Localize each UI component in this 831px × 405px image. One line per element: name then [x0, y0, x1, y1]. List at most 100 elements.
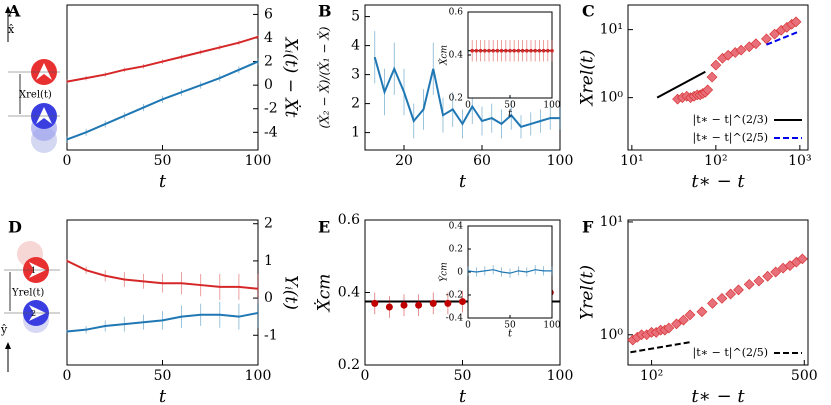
axes-frame [66, 4, 259, 151]
y-axis-label: Yᵢ(t) [281, 275, 301, 310]
panel: 0 50 100 -4 -2 0 2 4 6 t Xᵢ(t) − Ẋt A [7, 2, 302, 193]
data-point [546, 48, 550, 53]
panel: 10¹ 10² 10³ 10⁰ 10¹ t∗ − t Xrel(t) C |t∗ − t|^(2… [578, 2, 812, 193]
x-axis-label: t [508, 329, 513, 340]
y-tick-label: 0 [264, 77, 273, 93]
x-tick-label: 100 [543, 101, 560, 111]
y-tick-label: 0.2 [449, 94, 463, 104]
y-tick-label: 10⁰ [600, 90, 624, 106]
axes-frame [627, 219, 809, 366]
x-tick-label: 100 [245, 153, 272, 169]
y-tick-label: 0 [457, 268, 463, 278]
y-tick-label: 0.6 [338, 212, 360, 228]
data-point [508, 48, 512, 53]
data-point [663, 322, 675, 334]
y-tick-label: 3 [351, 67, 360, 83]
data-point [796, 253, 808, 265]
data-point [725, 288, 736, 300]
x-tick-label: 10¹ [620, 153, 643, 169]
data-point [706, 71, 718, 83]
axis-label: ŷ [0, 323, 8, 336]
data-point [429, 299, 437, 307]
x-tick-label: 100 [547, 368, 574, 384]
data-line [373, 56, 560, 128]
y-tick-label: 2 [351, 96, 360, 112]
y-tick-label: 0.4 [338, 285, 360, 301]
x-axis-label: t [459, 171, 467, 192]
data-point [520, 48, 525, 53]
data-point [444, 299, 452, 307]
data-point [474, 48, 479, 53]
x-tick-label: 100 [245, 368, 272, 384]
data-point [371, 299, 379, 307]
data-point [743, 278, 755, 290]
data-point [385, 303, 393, 311]
data-line [66, 311, 259, 333]
y-tick-label: 0.6 [449, 8, 464, 18]
data-point [537, 48, 542, 53]
panel: 0 50 100 -0.4 -0.2 0 0.2 0.4 t Ẏcm [438, 222, 561, 340]
y-tick-label: 6 [264, 6, 273, 22]
axes-frame [627, 4, 809, 151]
data-point [716, 293, 728, 304]
schematic-top: x̂ Xrel(t) [5, 6, 60, 153]
legend-label: |t∗ − t|^(2/3) [693, 113, 768, 127]
schematic-bottom: 1 2 Yrel(t) ŷ [0, 241, 60, 372]
data-point [684, 309, 696, 321]
data-line [66, 60, 259, 141]
data-point [769, 28, 780, 40]
y-tick-label: -2 [264, 101, 278, 117]
panel-label: E [318, 218, 330, 237]
data-point [790, 16, 802, 28]
y-tick-label: 10¹ [600, 22, 623, 38]
particle-number: 1 [31, 266, 36, 275]
y-tick-label: 10⁰ [600, 327, 624, 343]
distance-label: Xrel(t) [19, 90, 52, 101]
data-line [766, 30, 801, 46]
data-line [467, 269, 552, 274]
y-tick-label: 0.4 [449, 51, 464, 61]
plot-area [628, 220, 808, 365]
x-tick-label: 20 [395, 153, 413, 169]
y-tick-label: 2 [264, 54, 273, 70]
data-line [656, 70, 706, 99]
data-point [541, 48, 546, 53]
y-axis-label: Xrel(t) [578, 50, 598, 108]
x-tick-label: 0 [63, 153, 72, 169]
x-tick-label: 50 [504, 101, 516, 111]
x-tick-label: 50 [154, 153, 172, 169]
panel-label: A [7, 2, 21, 21]
data-point [710, 59, 722, 71]
panel: 0 50 100 0.2 0.4 0.6 t Ẋcm [438, 8, 561, 120]
arrow-glyph [36, 63, 52, 80]
x-tick-label: 50 [154, 368, 172, 384]
panel: 0 50 100 -1 0 1 2 t Yᵢ(t) D [8, 216, 301, 405]
y-tick-label: 1 [351, 125, 360, 141]
legend-label: |t∗ − t|^(2/5) [693, 346, 768, 360]
data-point [696, 306, 708, 318]
y-axis-label: Xᵢ(t) − Ẋt [281, 36, 302, 118]
y-axis-label: (Ẋ₂ − Ẋ)/(Ẋ₁ − Ẋ) [317, 26, 332, 128]
data-point [533, 48, 537, 53]
x-axis-label: t [159, 386, 167, 405]
data-point [525, 48, 529, 53]
data-point [512, 48, 516, 53]
data-point [478, 48, 483, 53]
y-tick-label: 0.4 [449, 222, 464, 232]
data-point [550, 48, 554, 53]
data-line [66, 260, 259, 290]
data-point [678, 314, 689, 326]
x-tick-label: 0 [465, 321, 471, 331]
y-tick-label: 4 [264, 30, 273, 46]
x-axis-label: t [459, 386, 467, 405]
panel-label: B [318, 2, 332, 21]
panel: 10² 500 10⁰ 10¹ t∗ − t Yrel(t) F |t∗ − t|^(2/5) [578, 214, 818, 405]
x-axis-label: t∗ − t [691, 171, 745, 192]
x-tick-label: 50 [454, 368, 472, 384]
legend-label: |t∗ − t|^(2/5) [693, 131, 768, 145]
distance-label: Yrel(t) [11, 288, 44, 299]
arrow-head [5, 342, 11, 349]
data-point [499, 48, 504, 53]
y-tick-label: 2 [264, 216, 273, 232]
data-point [707, 297, 718, 309]
